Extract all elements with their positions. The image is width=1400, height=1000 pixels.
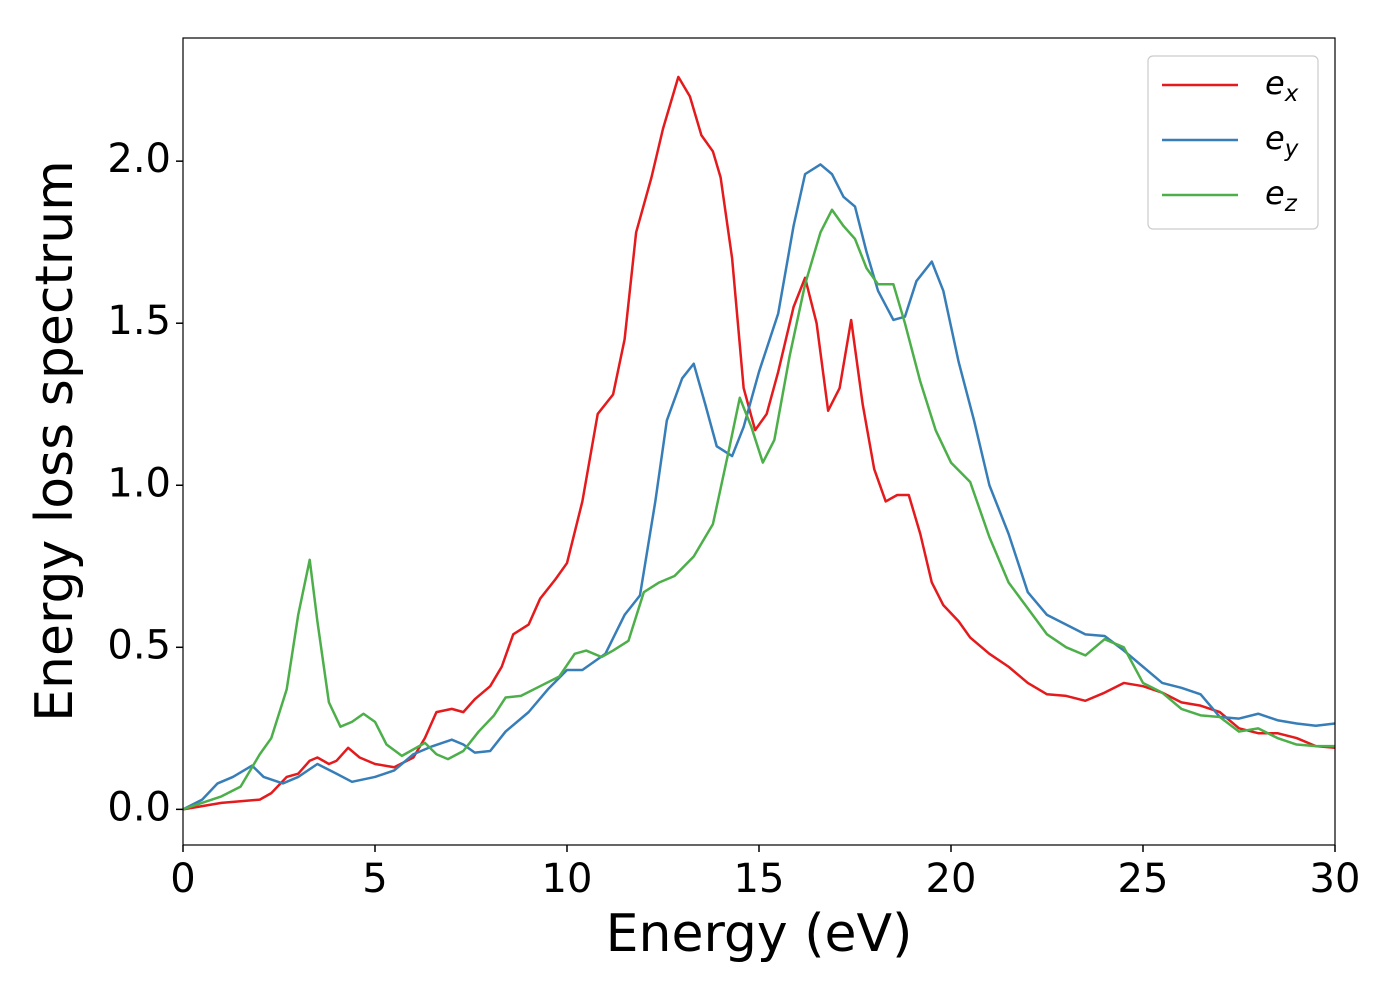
y-tick-label: 0.0 — [107, 784, 171, 830]
x-tick-label: 20 — [926, 856, 977, 902]
y-tick-label: 0.5 — [107, 622, 171, 668]
y-tick-label: 1.0 — [107, 460, 171, 506]
series-line — [182, 75, 1336, 811]
x-tick-label: 10 — [542, 856, 593, 902]
plot-frame — [182, 37, 1336, 846]
x-tick-label: 5 — [362, 856, 387, 902]
x-tick-label: 25 — [1118, 856, 1169, 902]
y-axis-label: Energy loss spectrum — [25, 160, 85, 722]
y-tick-label: 1.5 — [107, 298, 171, 344]
legend-label: ez — [1265, 174, 1298, 217]
x-tick-label: 0 — [170, 856, 195, 902]
x-tick-label: 30 — [1310, 856, 1361, 902]
y-tick-label: 2.0 — [107, 136, 171, 182]
series-line — [182, 163, 1336, 811]
series-line — [182, 208, 1335, 811]
x-tick-label: 15 — [734, 856, 785, 902]
legend-box — [1147, 55, 1319, 230]
x-axis-label: Energy (eV) — [606, 904, 913, 964]
